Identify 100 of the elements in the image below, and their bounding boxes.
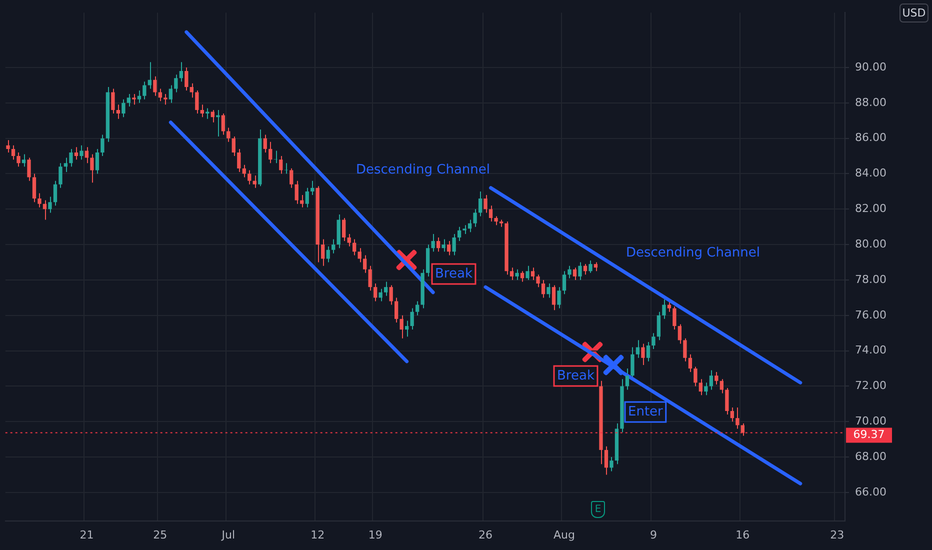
candlestick: [95, 148, 100, 174]
candlestick: [541, 279, 546, 298]
candlestick: [662, 298, 666, 320]
y-tick-label: 80.00: [855, 237, 886, 250]
annotation: Descending Channel: [626, 245, 760, 260]
candlestick: [179, 62, 184, 82]
annotation: Break: [435, 266, 473, 282]
y-tick-label: 84.00: [855, 166, 886, 180]
candlestick: [452, 233, 456, 256]
y-axis-title: USD: [902, 6, 926, 20]
candlestick: [394, 297, 398, 323]
candlestick: [552, 284, 556, 311]
candlestick: [646, 341, 650, 362]
candlestick: [252, 175, 256, 188]
candlestick: [725, 387, 729, 416]
candlestick: [572, 267, 577, 280]
x-tick-label: Aug: [554, 528, 575, 542]
candlestick: [656, 311, 661, 341]
candlestick: [568, 265, 572, 279]
candlestick: [678, 324, 682, 344]
candlestick: [263, 134, 267, 153]
candlestick: [530, 267, 535, 280]
badge-icon: E: [591, 500, 605, 518]
candlestick: [226, 127, 230, 142]
x-tick-label: 19: [368, 528, 382, 542]
candlestick: [300, 194, 304, 208]
candlestick: [436, 236, 440, 252]
candlestick: [667, 300, 672, 312]
candlestick: [431, 233, 435, 252]
candlestick: [672, 306, 676, 330]
candlestick: [80, 144, 84, 160]
x-tick-label: 9: [650, 528, 657, 542]
candlestick: [16, 152, 20, 168]
candlestick: [442, 238, 446, 252]
candlestick: [510, 267, 514, 280]
candlestick: [6, 140, 10, 153]
y-tick-label: 68.00: [855, 450, 886, 463]
candlestick: [363, 254, 367, 274]
candlestick: [248, 170, 252, 185]
candlestick: [404, 320, 409, 338]
candlestick: [641, 343, 645, 366]
x-tick-label: 16: [736, 528, 750, 542]
candlestick: [48, 196, 52, 214]
y-tick-label: 72.00: [855, 379, 886, 392]
annotation: Descending Channel: [356, 162, 490, 178]
candlestick: [526, 265, 530, 280]
candlestick: [546, 283, 550, 298]
candlestick: [174, 74, 178, 93]
candlestick: [168, 84, 173, 104]
candlestick: [389, 284, 393, 306]
y-tick-label: 70.00: [855, 414, 886, 428]
candlestick: [90, 154, 94, 184]
y-tick-label: 90.00: [855, 60, 886, 74]
candlestick: [142, 81, 146, 100]
candlestick: [557, 286, 561, 309]
x-tick-label: Jul: [220, 528, 236, 542]
candlestick: [583, 264, 588, 276]
candlestick: [698, 378, 703, 396]
candlestick: [38, 192, 42, 208]
candlestick: [410, 308, 414, 330]
candlestick: [310, 180, 314, 196]
candlestick: [562, 270, 566, 295]
candlestick: [520, 270, 524, 282]
y-tick-label: 74.00: [855, 344, 886, 357]
candlestick: [384, 281, 388, 296]
candlestick: [588, 260, 592, 274]
candlestick: [164, 94, 168, 106]
x-tick-label: 21: [80, 528, 94, 542]
candlestick: [736, 406, 740, 430]
candlestick: [652, 332, 656, 350]
candlestick: [184, 66, 188, 92]
candlestick: [84, 146, 89, 164]
y-tick-label: 66.00: [855, 485, 886, 498]
candlestick: [64, 157, 68, 172]
candlestick: [27, 157, 31, 182]
candlestick: [69, 148, 73, 168]
annotation: Break: [557, 368, 595, 384]
candlestick: [279, 156, 283, 174]
candlestick: [274, 150, 278, 164]
candlestick: [111, 88, 115, 114]
candlestick: [100, 134, 104, 157]
candlestick: [740, 422, 745, 436]
candlestick: [158, 88, 162, 102]
candlestick: [232, 136, 236, 157]
y-tick-label: 76.00: [855, 308, 886, 322]
candlestick: [578, 262, 582, 280]
candlestick: [636, 340, 640, 358]
candlestick: [268, 141, 272, 164]
candlestick: [305, 187, 309, 208]
candlestick: [515, 268, 519, 280]
candlestick: [378, 288, 382, 302]
candlestick: [536, 274, 540, 288]
candlestick: [720, 378, 724, 394]
candlestick: [321, 238, 325, 266]
candlestick: [148, 62, 152, 90]
candlestick: [22, 154, 26, 168]
candlestick: [32, 173, 36, 203]
candlestick: [446, 240, 451, 256]
candlestick: [415, 300, 420, 316]
candlestick: [358, 248, 362, 263]
